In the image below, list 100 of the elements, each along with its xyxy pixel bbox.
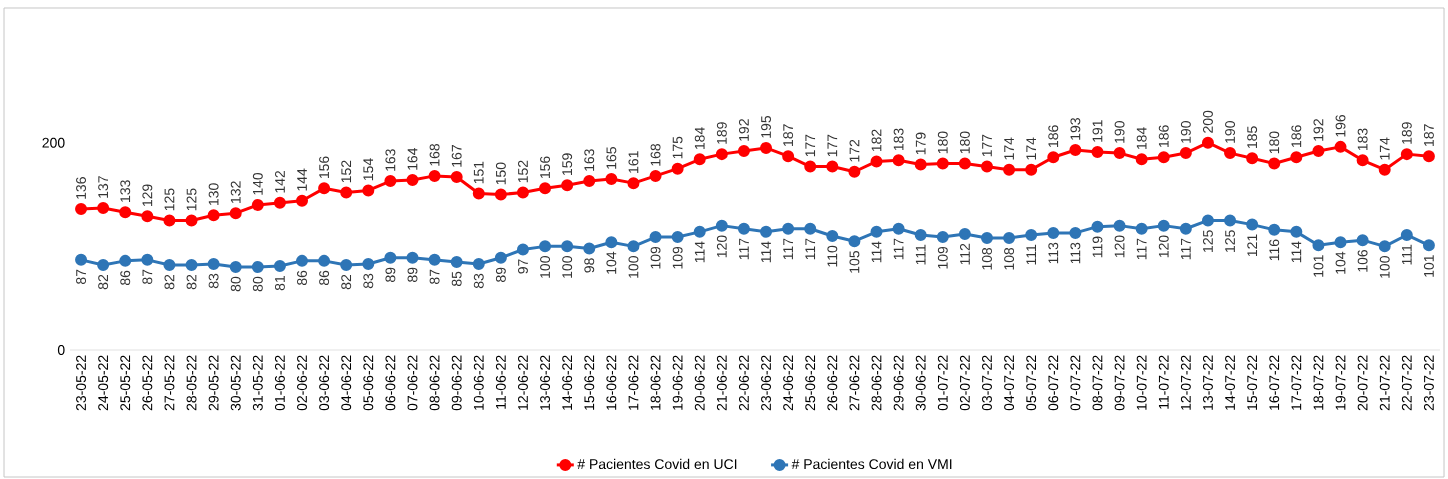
x-tick-label: 09-06-22: [451, 355, 462, 411]
x-tick-label: 16-07-22: [1269, 355, 1280, 410]
data-label: 144: [297, 168, 307, 191]
x-tick-label: 14-07-22: [1225, 355, 1236, 410]
x-tick-label: 10-07-22: [1136, 355, 1147, 410]
data-label: 172: [849, 139, 860, 162]
data-label: 180: [959, 131, 970, 154]
x-tick-label: 12-06-22: [518, 355, 528, 410]
data-label: 187: [1423, 124, 1434, 146]
x-tick-label: 02-07-22: [959, 355, 970, 411]
data-label: 133: [120, 180, 131, 202]
data-label: 159: [562, 153, 573, 175]
data-label: 152: [518, 160, 528, 183]
data-label: 186: [1048, 125, 1059, 147]
data-label: 152: [341, 160, 352, 183]
x-tick-label: 21-07-22: [1379, 355, 1390, 411]
data-label: 156: [319, 156, 330, 179]
data-label: 83: [363, 273, 374, 289]
legend-label: # Pacientes Covid en UCI: [577, 458, 737, 470]
data-label: 177: [827, 134, 838, 157]
x-tick-label: 26-05-22: [142, 355, 153, 411]
data-label: 175: [672, 136, 683, 159]
data-label: 165: [606, 147, 617, 169]
y-tick-label: 0: [57, 345, 65, 355]
data-label: 83: [208, 273, 219, 289]
data-label: 106: [1357, 249, 1368, 272]
data-label: 110: [827, 245, 838, 267]
data-label: 117: [783, 238, 793, 260]
data-label: 200: [1202, 110, 1213, 133]
x-tick-label: 28-05-22: [186, 355, 197, 411]
data-label: 193: [1070, 118, 1081, 140]
x-tick-label: 22-07-22: [1401, 355, 1412, 411]
data-label: 82: [341, 274, 352, 290]
data-label: 156: [540, 156, 551, 179]
data-label: 120: [1114, 235, 1125, 258]
data-label: 161: [628, 151, 639, 173]
data-label: 86: [319, 270, 330, 286]
x-tick-label: 15-06-22: [584, 355, 595, 410]
data-label: 137: [98, 176, 109, 198]
data-label: 117: [739, 238, 749, 260]
data-label: 154: [363, 158, 374, 181]
data-label: 120: [716, 235, 727, 258]
data-label: 114: [1291, 241, 1302, 263]
data-label: 111: [915, 244, 926, 265]
data-label: 174: [1026, 137, 1036, 160]
data-label: 174: [1379, 137, 1390, 160]
x-tick-label: 24-05-22: [98, 355, 109, 411]
data-label: 130: [208, 183, 219, 206]
data-label: 174: [1004, 137, 1014, 160]
data-label: 117: [1136, 238, 1147, 260]
x-tick-label: 01-07-22: [937, 355, 948, 411]
data-label: 164: [407, 147, 418, 170]
data-label: 87: [76, 269, 87, 284]
data-label: 82: [98, 274, 109, 290]
x-tick-label: 29-05-22: [208, 355, 219, 411]
data-label: 150: [495, 162, 506, 185]
data-label: 82: [164, 274, 175, 290]
x-tick-label: 11-07-22: [1158, 355, 1169, 409]
data-label: 190: [1114, 121, 1125, 143]
data-label: 132: [230, 181, 241, 203]
x-tick-label: 11-06-22: [495, 355, 506, 409]
data-label: 87: [142, 269, 153, 284]
x-tick-label: 23-05-22: [76, 355, 87, 411]
data-label: 101: [1313, 255, 1324, 277]
data-label: 86: [297, 270, 307, 286]
data-label: 80: [230, 276, 241, 292]
data-label: 119: [1092, 236, 1103, 258]
x-tick-label: 23-06-22: [761, 355, 771, 411]
x-tick-label: 14-06-22: [562, 355, 573, 410]
x-tick-label: 07-06-22: [407, 355, 418, 411]
data-label: 117: [805, 238, 816, 260]
data-label: 105: [849, 250, 860, 273]
legend-label: # Pacientes Covid en VMI: [791, 458, 952, 470]
x-tick-label: 03-06-22: [319, 355, 330, 411]
x-tick-label: 27-05-22: [164, 355, 175, 411]
data-label: 117: [1181, 238, 1191, 260]
data-label: 104: [606, 251, 617, 274]
data-label: 101: [1423, 255, 1434, 277]
data-label: 191: [1092, 120, 1103, 142]
data-label: 97: [518, 259, 528, 274]
x-tick-label: 09-07-22: [1114, 355, 1125, 411]
x-tick-label: 08-06-22: [429, 355, 440, 411]
data-label: 114: [871, 241, 882, 263]
x-tick-label: 25-05-22: [120, 355, 131, 411]
data-label: 163: [584, 149, 595, 171]
x-tick-label: 30-06-22: [915, 355, 926, 411]
x-tick-label: 25-06-22: [805, 355, 816, 411]
data-label: 125: [1202, 230, 1213, 252]
x-tick-label: 17-07-22: [1291, 355, 1302, 410]
data-label: 100: [628, 256, 639, 278]
x-tick-label: 06-06-22: [385, 355, 396, 411]
x-tick-label: 15-07-22: [1247, 355, 1258, 410]
data-label: 168: [429, 143, 440, 166]
data-label: 120: [1158, 235, 1169, 258]
data-label: 81: [274, 275, 285, 291]
data-label: 192: [738, 119, 749, 141]
data-label: 163: [385, 149, 396, 171]
data-label: 177: [982, 134, 992, 157]
x-tick-label: 04-07-22: [1004, 355, 1015, 411]
x-tick-label: 07-07-22: [1070, 355, 1081, 411]
